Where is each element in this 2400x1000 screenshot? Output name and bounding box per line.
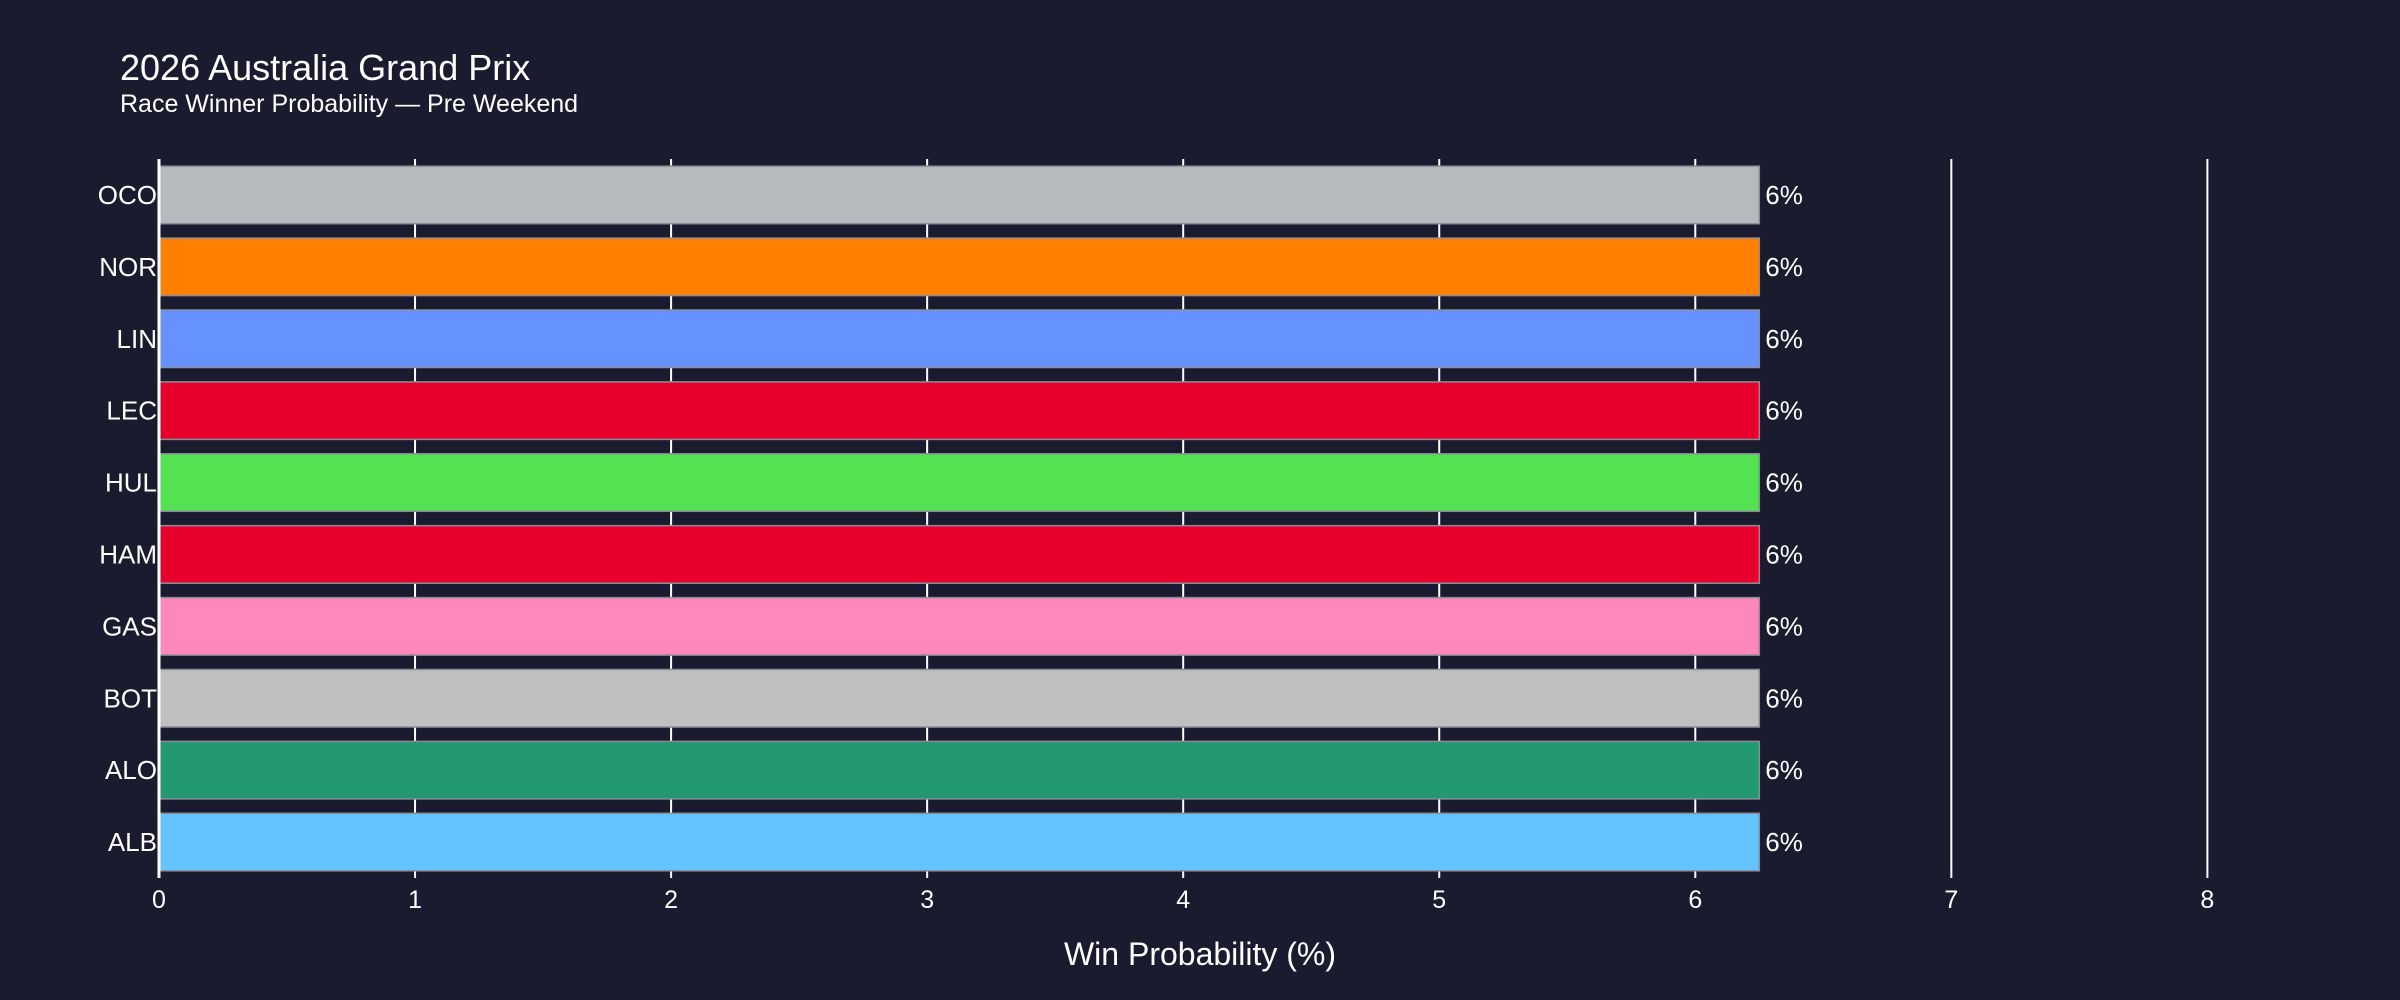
bar-gas [158,596,1761,656]
y-tick-label: HUL [105,468,157,498]
y-tick-labels: OCO NOR LIN LEC HUL HAM GAS BOT ALO ALB [98,180,157,857]
bar-hul [158,453,1761,513]
data-label: 6% [1765,683,1803,713]
y-tick-label: ALO [105,755,157,785]
y-tick-label: BOT [104,683,158,713]
x-tick-label: 2 [664,886,678,914]
chart-title: 2026 Australia Grand Prix [120,47,530,88]
bar-alo [158,740,1761,800]
data-label: 6% [1765,539,1803,569]
x-tick-labels: 0 1 2 3 4 5 6 7 8 [152,886,2214,914]
bar-oco [158,165,1761,225]
x-tick-label: 6 [1688,886,1702,914]
bar-nor [158,237,1761,297]
bar-alb [158,812,1761,872]
data-label: 6% [1765,611,1803,641]
y-tick-label: GAS [102,611,157,641]
chart-subtitle: Race Winner Probability — Pre Weekend [120,90,578,118]
data-label: 6% [1765,252,1803,282]
x-tick-label: 3 [920,886,934,914]
data-label: 6% [1765,396,1803,426]
x-axis-title: Win Probability (%) [1064,936,1336,972]
x-tick-label: 8 [2200,886,2214,914]
y-tick-label: NOR [99,252,157,282]
x-tick-label: 5 [1432,886,1446,914]
data-labels: 6% 6% 6% 6% 6% 6% 6% 6% 6% 6% [1765,180,1803,857]
y-tick-label: HAM [99,539,157,569]
bar-lin [158,309,1761,369]
x-tick-label: 4 [1176,886,1190,914]
y-tick-label: LIN [117,324,157,354]
data-label: 6% [1765,468,1803,498]
data-label: 6% [1765,755,1803,785]
bar-lec [158,381,1761,441]
y-tick-label: LEC [106,396,157,426]
bars [158,165,1761,872]
data-label: 6% [1765,180,1803,210]
x-tick-label: 1 [408,886,422,914]
data-label: 6% [1765,827,1803,857]
bar-ham [158,524,1761,584]
bar-bot [158,668,1761,728]
y-tick-label: OCO [98,180,157,210]
x-tick-label: 0 [152,886,166,914]
data-label: 6% [1765,324,1803,354]
y-tick-label: ALB [108,827,157,857]
x-tick-label: 7 [1944,886,1958,914]
